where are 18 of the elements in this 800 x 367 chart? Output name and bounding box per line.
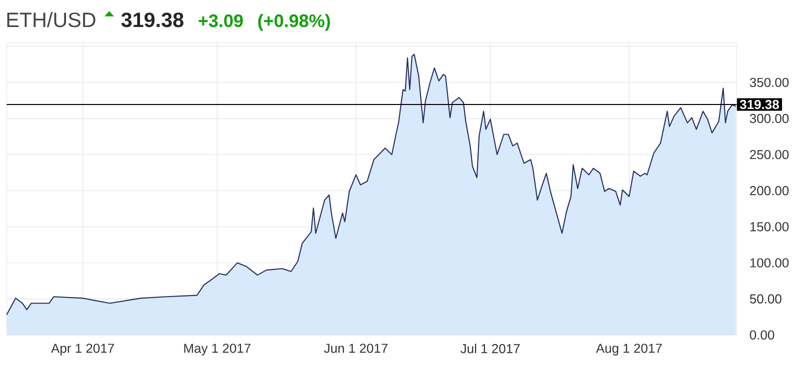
chart-title: ETH/USD <box>7 12 96 28</box>
x-tick-label: Jun 1 2017 <box>324 344 388 353</box>
y-tick-label: 200.00 <box>750 186 789 196</box>
x-tick-label: Apr 1 2017 <box>51 344 114 356</box>
y-tick-label: 250.00 <box>750 150 789 160</box>
y-tick-label: 350.00 <box>750 78 789 88</box>
text: 319.38 <box>121 12 184 28</box>
y-tick-label: 100.00 <box>750 258 789 268</box>
text: +3.09 <box>198 14 243 28</box>
y-tick-label: 300.00 <box>750 114 789 124</box>
ref-line-label: 319.38 <box>740 100 779 110</box>
y-tick-label: 150.00 <box>750 222 789 232</box>
text: (+0.98%) <box>258 14 330 31</box>
x-tick-label: Aug 1 2017 <box>596 344 662 356</box>
y-tick-label: 50.00 <box>750 294 782 304</box>
x-tick-label: Jul 1 2017 <box>460 344 520 354</box>
y-tick-label: 0.00 <box>750 330 774 340</box>
x-tick-label: May 1 2017 <box>184 344 250 356</box>
